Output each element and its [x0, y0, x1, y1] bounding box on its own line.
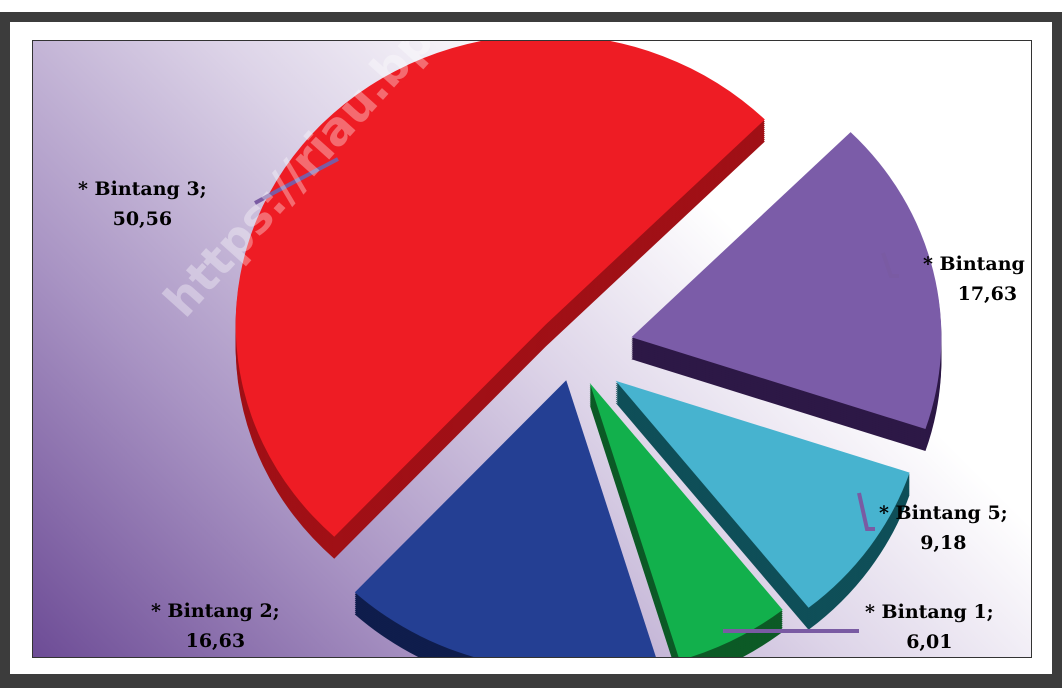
slice-label-name: * Bintang 2;	[151, 600, 280, 622]
leader-line	[881, 252, 899, 278]
pie-slice-top	[235, 41, 765, 537]
slice-label-value: 50,56	[112, 208, 173, 230]
pie-slice-bintang-1	[589, 382, 783, 657]
slice-label-value: 6,01	[906, 631, 953, 653]
slice-label-value: 17,63	[957, 283, 1018, 305]
slice-label-name: * Bintang 1;	[865, 601, 994, 623]
pie-slice-bintang-5	[615, 380, 910, 630]
pie-slice-top	[589, 382, 783, 657]
slice-label-bintang-2: * Bintang 2; 16,63	[151, 596, 280, 656]
leader-line	[857, 492, 875, 531]
slice-label-name: * Bintang 3;	[78, 178, 207, 200]
slice-label-name: * Bintang 4;	[923, 253, 1031, 275]
slice-label-name: * Bintang 5;	[879, 502, 1008, 524]
slice-label-bintang-5: * Bintang 5; 9,18	[879, 498, 1008, 558]
leader-line	[254, 157, 339, 205]
pie-chart	[235, 41, 942, 657]
slice-label-bintang-4: * Bintang 4; 17,63	[923, 249, 1031, 309]
slice-label-bintang-1: * Bintang 1; 6,01	[865, 597, 994, 657]
slice-label-bintang-3: * Bintang 3; 50,56	[78, 174, 207, 234]
slice-label-value: 9,18	[920, 532, 967, 554]
chart-panel: https://riau.bps.go.id * Bintang 3; 50,5…	[10, 22, 1052, 674]
chart-frame: https://riau.bps.go.id * Bintang 3; 50,5…	[0, 12, 1062, 688]
pie-slice-bintang-2	[354, 380, 656, 657]
pie-slice-bintang-3	[235, 41, 765, 559]
slice-label-value: 16,63	[185, 630, 246, 652]
pie-slice-top	[615, 380, 910, 608]
pie-slice-bintang-4	[631, 132, 942, 452]
pie-slice-top	[354, 380, 656, 657]
plot-area: https://riau.bps.go.id * Bintang 3; 50,5…	[32, 40, 1032, 658]
pie-slice-top	[631, 132, 942, 430]
